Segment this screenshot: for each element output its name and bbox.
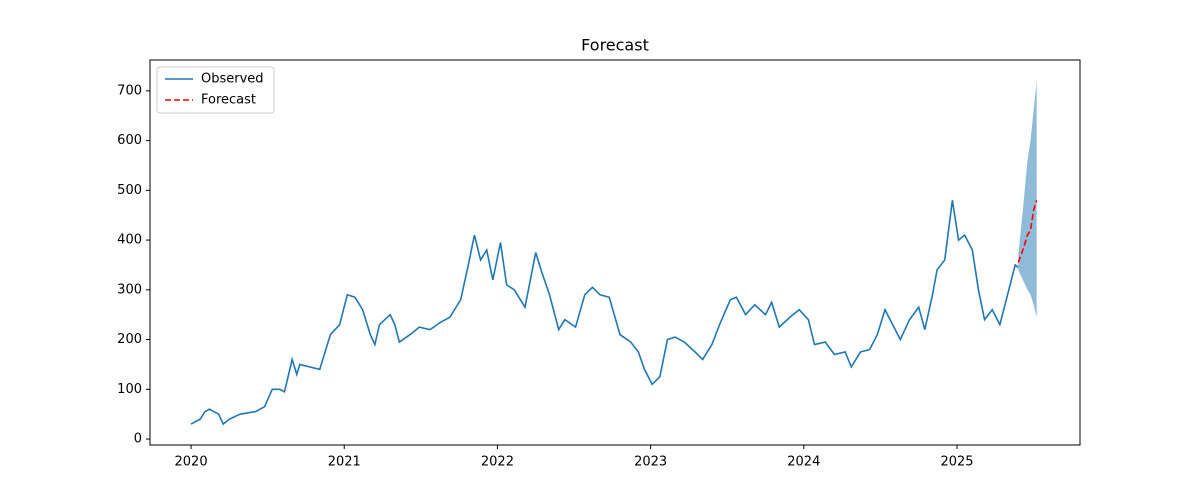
confidence-band (1018, 80, 1037, 318)
y-tick-label: 200 (117, 332, 142, 347)
chart-title: Forecast (581, 36, 649, 55)
series-line (190, 200, 1019, 426)
y-tick-label: 600 (117, 133, 142, 148)
x-tick-label: 2022 (481, 455, 514, 470)
legend-label: Observed (201, 72, 264, 87)
x-tick-label: 2021 (328, 455, 361, 470)
x-tick-label: 2025 (940, 455, 973, 470)
x-tick-label: 2023 (634, 455, 667, 470)
x-tick-label: 2020 (175, 455, 208, 470)
y-tick-label: 0 (134, 432, 142, 447)
legend: Observed Forecast (156, 66, 275, 114)
series-line (1017, 200, 1038, 263)
y-tick-label: 300 (117, 282, 142, 297)
y-tick-label: 100 (117, 382, 142, 397)
legend-label: Forecast (201, 93, 256, 108)
x-tick-label: 2024 (787, 455, 820, 470)
y-tick-label: 700 (117, 83, 142, 98)
plot-frame (149, 59, 1081, 446)
y-tick-label: 400 (117, 233, 142, 248)
y-tick-label: 500 (117, 183, 142, 198)
